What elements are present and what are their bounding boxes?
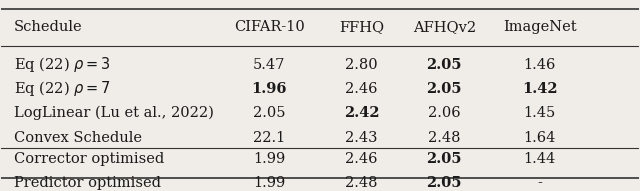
Text: 2.05: 2.05 — [426, 176, 462, 190]
Text: ImageNet: ImageNet — [503, 20, 577, 34]
Text: 2.46: 2.46 — [345, 82, 378, 96]
Text: 2.48: 2.48 — [345, 176, 378, 190]
Text: 1.64: 1.64 — [524, 131, 556, 145]
Text: 2.80: 2.80 — [345, 57, 378, 72]
Text: Schedule: Schedule — [14, 20, 83, 34]
Text: 1.42: 1.42 — [522, 82, 557, 96]
Text: 2.43: 2.43 — [345, 131, 378, 145]
Text: 2.48: 2.48 — [428, 131, 461, 145]
Text: 1.99: 1.99 — [253, 176, 285, 190]
Text: Eq (22) $\rho = 7$: Eq (22) $\rho = 7$ — [14, 79, 111, 98]
Text: 22.1: 22.1 — [253, 131, 285, 145]
Text: Corrector optimised: Corrector optimised — [14, 152, 164, 166]
Text: 2.05: 2.05 — [426, 57, 462, 72]
Text: LogLinear (Lu et al., 2022): LogLinear (Lu et al., 2022) — [14, 106, 214, 121]
Text: 1.46: 1.46 — [524, 57, 556, 72]
Text: 1.44: 1.44 — [524, 152, 556, 166]
Text: 2.46: 2.46 — [345, 152, 378, 166]
Text: Eq (22) $\rho = 3$: Eq (22) $\rho = 3$ — [14, 55, 111, 74]
Text: AFHQv2: AFHQv2 — [413, 20, 476, 34]
Text: Convex Schedule: Convex Schedule — [14, 131, 142, 145]
Text: 2.05: 2.05 — [426, 152, 462, 166]
Text: 5.47: 5.47 — [253, 57, 285, 72]
Text: 2.05: 2.05 — [426, 82, 462, 96]
Text: FFHQ: FFHQ — [339, 20, 384, 34]
Text: 2.05: 2.05 — [253, 106, 285, 120]
Text: 1.96: 1.96 — [252, 82, 287, 96]
Text: Predictor optimised: Predictor optimised — [14, 176, 161, 190]
Text: 2.06: 2.06 — [428, 106, 461, 120]
Text: CIFAR-10: CIFAR-10 — [234, 20, 305, 34]
Text: 1.45: 1.45 — [524, 106, 556, 120]
Text: -: - — [538, 176, 542, 190]
Text: 2.42: 2.42 — [344, 106, 380, 120]
Text: 1.99: 1.99 — [253, 152, 285, 166]
